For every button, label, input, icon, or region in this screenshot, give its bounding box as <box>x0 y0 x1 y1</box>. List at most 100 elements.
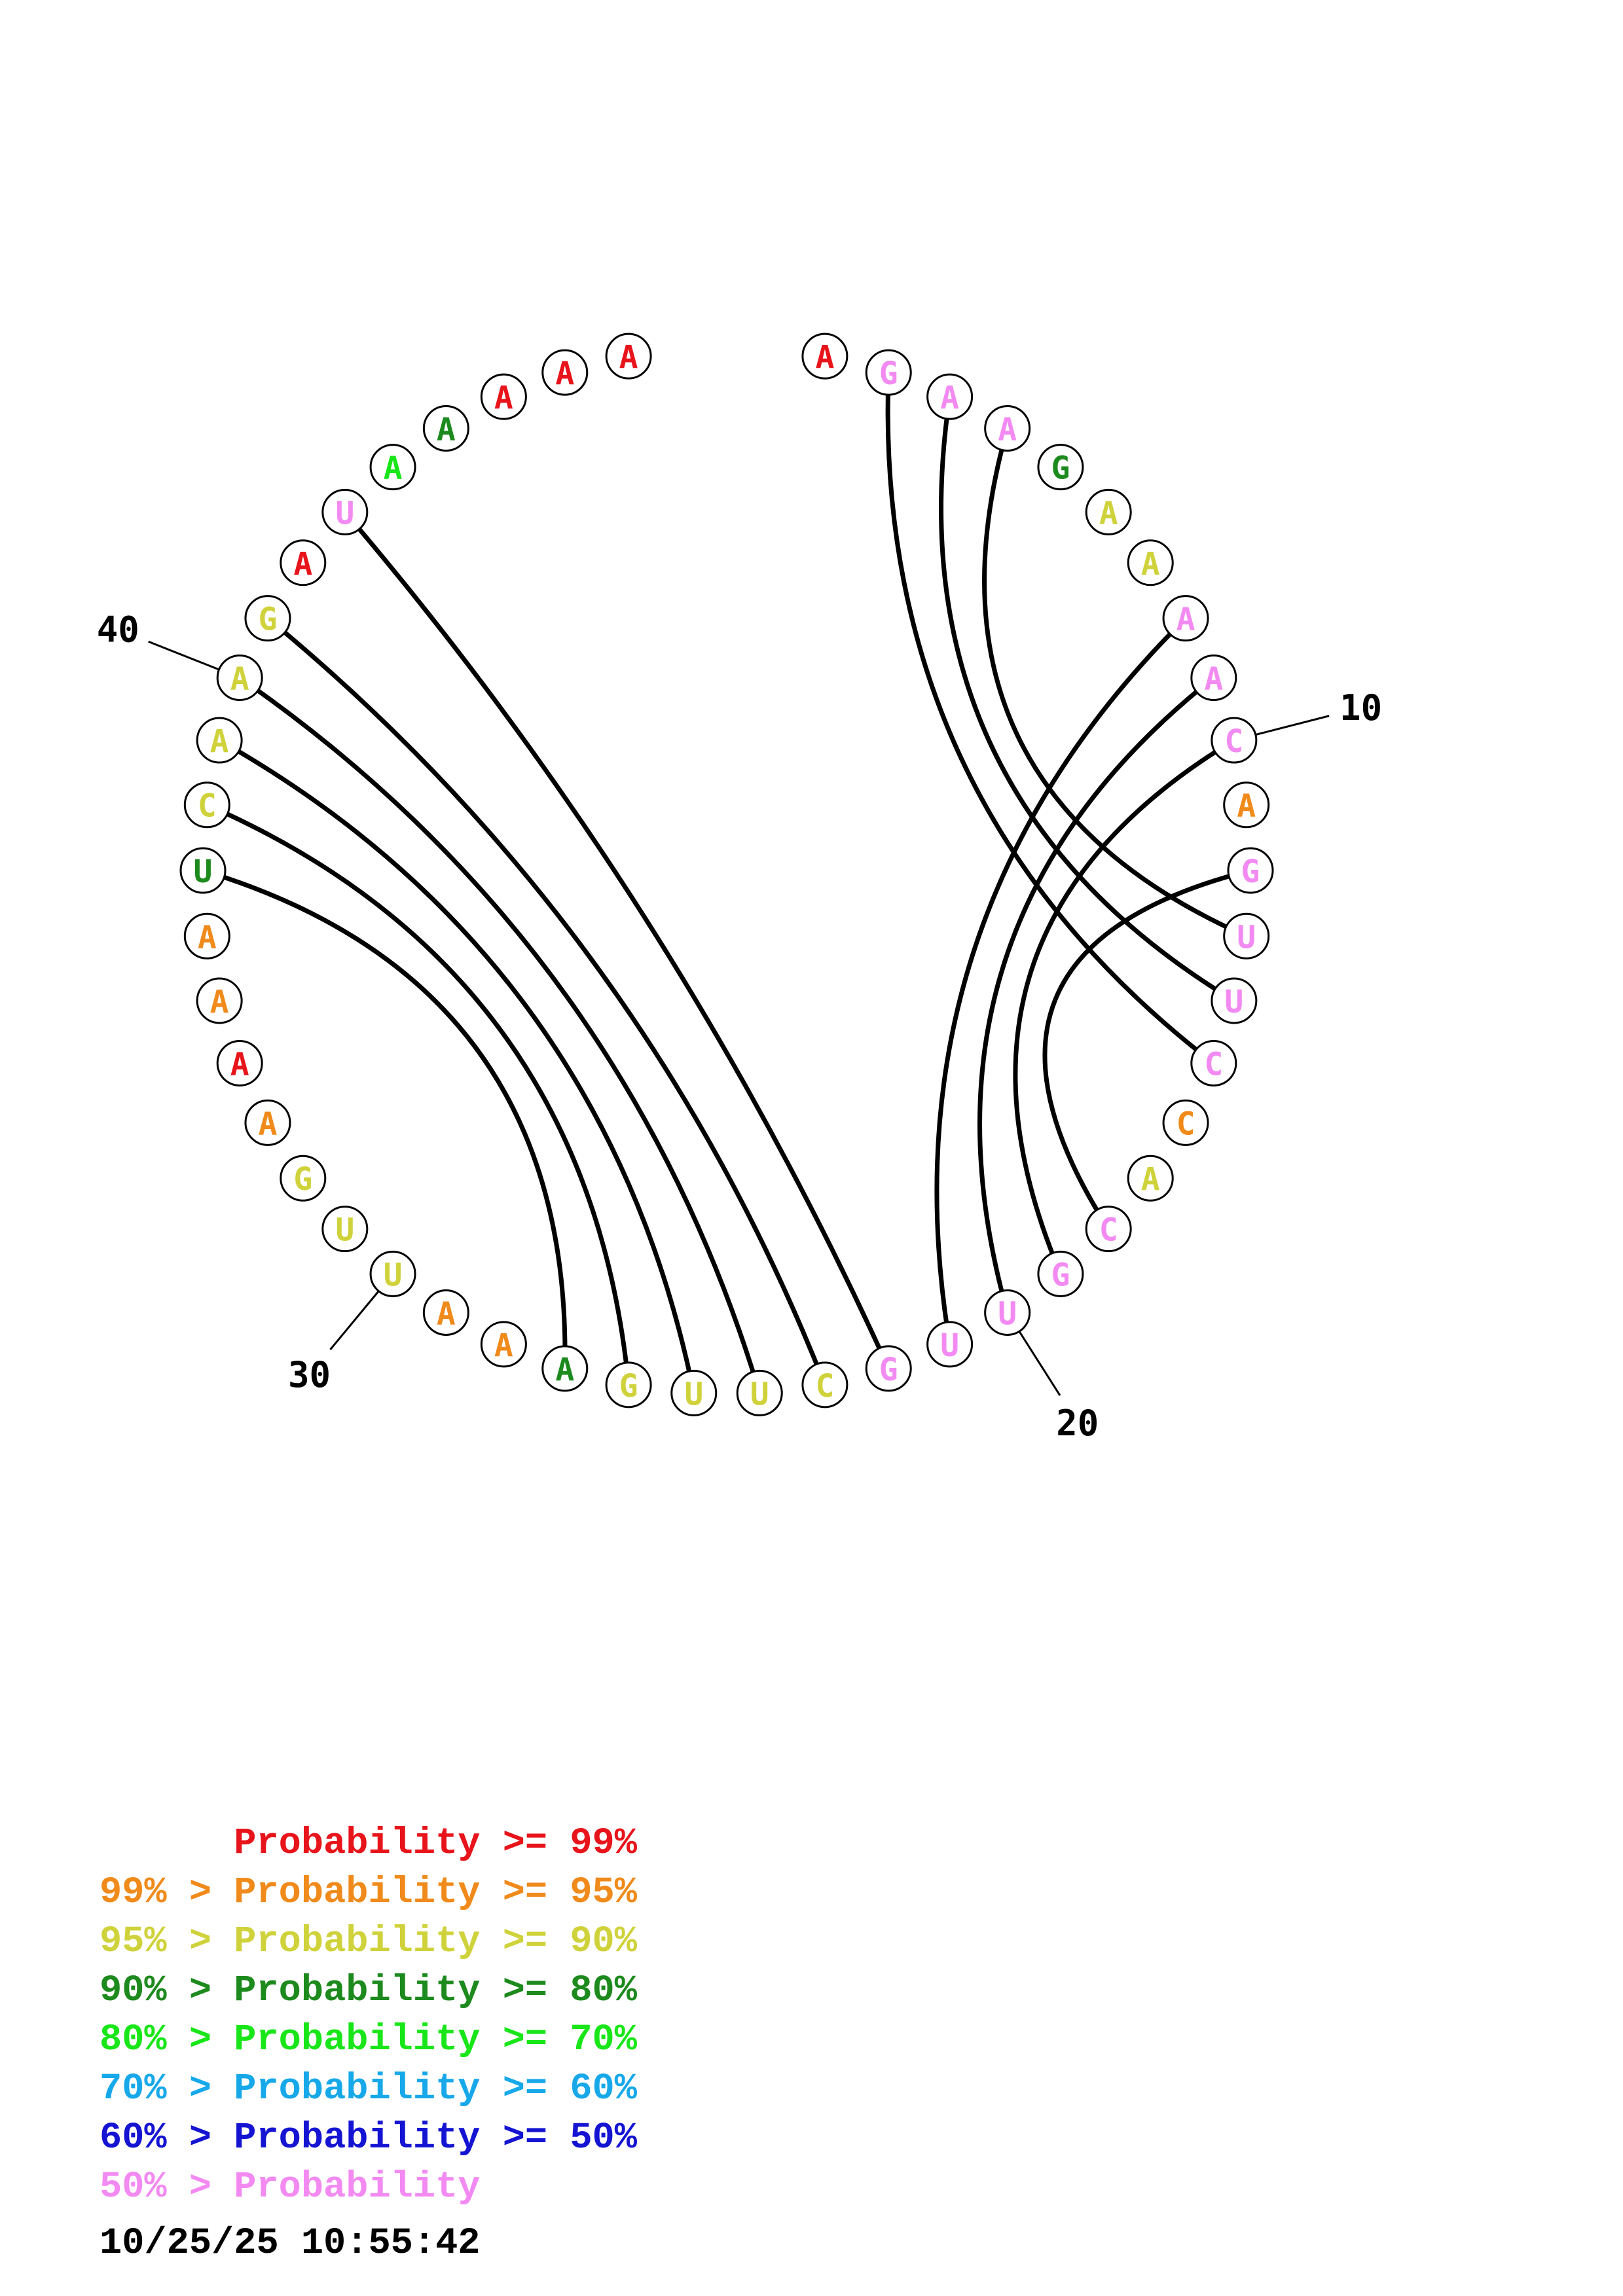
pair-arc <box>206 802 631 1386</box>
legend-prefix: 99% > <box>100 1872 234 1914</box>
nucleotide-letter: G <box>879 355 898 392</box>
nucleotide-letter: U <box>335 495 354 531</box>
nucleotide-letter: U <box>1237 919 1256 956</box>
nucleotide: A <box>1162 595 1209 642</box>
nucleotide-circle <box>926 373 974 420</box>
nucleotide-letter: A <box>198 919 217 956</box>
nucleotide: G <box>865 349 912 396</box>
nucleotide: A <box>422 405 469 452</box>
nucleotide-circle <box>179 847 227 894</box>
nucleotide-letter: A <box>230 661 249 698</box>
nucleotide-letter: U <box>684 1376 703 1412</box>
nucleotide-circle <box>280 1155 327 1202</box>
nucleotide: U <box>1211 977 1258 1024</box>
nucleotide: C <box>1162 1099 1209 1146</box>
nucleotide-letter: G <box>1051 1257 1070 1293</box>
legend-entry: 80% > Probability >= 70% <box>100 2016 637 2065</box>
nucleotide-circle <box>1211 977 1258 1024</box>
nucleotide-letter: A <box>494 1327 513 1364</box>
nucleotide: A <box>1190 655 1237 702</box>
nucleotide: C <box>183 781 230 829</box>
position-label: 10 <box>1340 687 1382 728</box>
nucleotide: A <box>196 717 243 764</box>
nucleotide: A <box>1127 539 1174 586</box>
legend-text: Probability <box>234 2166 481 2208</box>
nucleotide: C <box>1190 1039 1237 1086</box>
nucleotide-circle <box>1037 1250 1084 1297</box>
nucleotide: U <box>369 1250 416 1297</box>
nucleotide-letter: A <box>815 339 834 376</box>
nucleotide-circle <box>1037 444 1084 491</box>
nucleotide-circle <box>216 655 263 702</box>
nucleotide-letter: U <box>998 1295 1017 1332</box>
nucleotide-circle <box>183 912 230 960</box>
nucleotide-letter: G <box>259 601 278 638</box>
nucleotide-letter: G <box>293 1161 312 1198</box>
nucleotide-circle <box>605 332 652 380</box>
nucleotide-letter: C <box>1204 1046 1223 1083</box>
nucleotide: U <box>984 1289 1031 1336</box>
nucleotide-circle <box>670 1369 718 1416</box>
legend-entry: 90% > Probability >= 80% <box>100 1967 637 2016</box>
timestamp: 10/25/25 10:55:42 <box>100 2223 481 2265</box>
nucleotide-circle <box>422 405 469 452</box>
legend-text: Probability >= 60% <box>234 2068 637 2110</box>
nucleotide-letter: C <box>815 1368 834 1405</box>
position-label: 20 <box>1056 1403 1099 1444</box>
nucleotide-letter: A <box>1141 546 1160 583</box>
legend-prefix: 70% > <box>100 2068 234 2110</box>
nucleotide-circle <box>736 1369 783 1416</box>
nucleotide-letter: A <box>555 355 574 392</box>
pair-arc <box>977 675 1215 1314</box>
nucleotide-circle <box>1162 595 1209 642</box>
legend-text: Probability >= 90% <box>234 1921 637 1963</box>
nucleotide-letter: G <box>1241 853 1260 890</box>
nucleotide-circle <box>321 1206 369 1253</box>
legend-entry: 50% > Probability <box>100 2163 637 2212</box>
nucleotide-letter: A <box>210 984 229 1020</box>
nucleotide-circle <box>1127 1155 1174 1202</box>
legend-prefix <box>100 1823 234 1865</box>
nucleotide-letter: A <box>1141 1161 1160 1198</box>
nucleotide: A <box>280 539 327 586</box>
nucleotide: C <box>1211 717 1258 764</box>
nucleotide-circle <box>1127 539 1174 586</box>
nucleotide-letter: A <box>210 723 229 760</box>
nucleotide: G <box>280 1155 327 1202</box>
nucleotide: G <box>1227 847 1274 894</box>
nucleotide-circle <box>216 1039 263 1086</box>
nucleotide-letter: U <box>940 1327 959 1364</box>
nucleotide: A <box>1127 1155 1174 1202</box>
nucleotide-letter: A <box>384 450 403 487</box>
nucleotide-circle <box>480 1321 527 1368</box>
probability-legend: Probability >= 99% 99% > Probability >= 9… <box>100 1820 637 2212</box>
pair-arc <box>982 427 1248 939</box>
pair-arc <box>202 868 568 1369</box>
nucleotide-letter: A <box>230 1046 249 1083</box>
nucleotide: A <box>1223 781 1270 829</box>
nucleotide: C <box>801 1361 848 1408</box>
nucleotide-letter: U <box>194 853 213 890</box>
nucleotide-circle <box>541 349 589 396</box>
nucleotide-circle <box>1190 1039 1237 1086</box>
nucleotide-letter: A <box>437 1295 456 1332</box>
nucleotide-circle <box>1227 847 1274 894</box>
nucleotide: U <box>670 1369 718 1416</box>
nucleotide-circle <box>321 488 369 535</box>
nucleotide: G <box>605 1361 652 1408</box>
nucleotide: A <box>605 332 652 380</box>
nucleotide-circle <box>1085 1206 1132 1253</box>
nucleotide-letter: A <box>293 546 312 583</box>
nucleotide: G <box>1037 1250 1084 1297</box>
nucleotide: G <box>244 595 291 642</box>
nucleotide: A <box>541 1345 589 1392</box>
nucleotide-letter: A <box>1099 495 1118 531</box>
nucleotide-letter: G <box>1051 450 1070 487</box>
nucleotide-letter: G <box>619 1368 638 1405</box>
nucleotide-letter: A <box>494 380 513 416</box>
position-label: 40 <box>97 609 139 650</box>
pair-arc <box>939 396 1235 1003</box>
legend-text: Probability >= 70% <box>234 2019 637 2061</box>
pair-arc <box>885 372 1215 1066</box>
nucleotide: A <box>422 1289 469 1336</box>
